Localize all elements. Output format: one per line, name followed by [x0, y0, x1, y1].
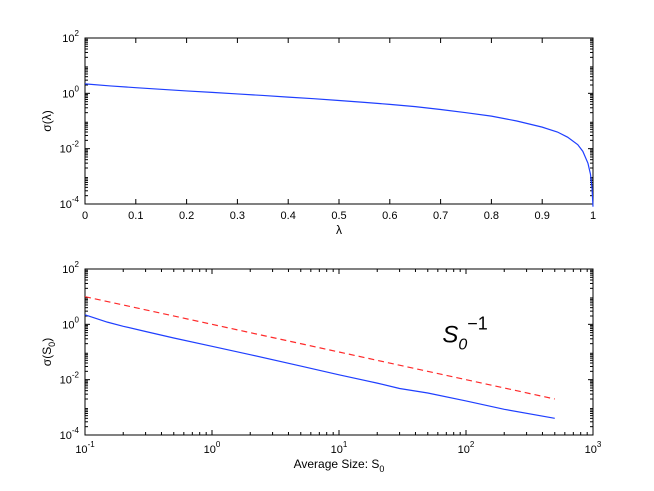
- x-tick-label: 101: [331, 440, 348, 456]
- y-axis-label: σ(S0): [40, 338, 57, 366]
- y-tick-label: 102: [62, 260, 79, 276]
- x-tick-label: 0.1: [128, 210, 143, 222]
- y-tick-label: 102: [62, 29, 79, 45]
- x-tick-label: 0: [82, 210, 88, 222]
- x-tick-label: 0.7: [433, 210, 448, 222]
- x-tick-label: 100: [204, 440, 221, 456]
- x-tick-label: 0.8: [484, 210, 499, 222]
- x-axis-label: Average Size: S0: [294, 457, 385, 474]
- y-axis-label: σ(λ): [40, 110, 54, 131]
- x-tick-label: 102: [458, 440, 475, 456]
- x-tick-label: 0.4: [281, 210, 296, 222]
- x-tick-label: 0.2: [179, 210, 194, 222]
- series-line-solid: [84, 314, 555, 419]
- bottom-plot: 10-1 100 101 102 103 10-4 10-2 100 102 Average Si…: [40, 260, 602, 474]
- x-tick-label: 10-1: [75, 440, 95, 456]
- series-line-solid: [84, 83, 594, 207]
- x-tick-label: 1: [590, 210, 596, 222]
- x-tick-label: 103: [585, 440, 602, 456]
- y-tick-label: 10-4: [60, 426, 80, 442]
- y-tick-label: 100: [62, 84, 79, 100]
- x-axis-label: λ: [336, 223, 342, 237]
- y-tick-label: 10-2: [60, 371, 80, 387]
- y-tick-label: 100: [62, 315, 79, 331]
- top-plot: 0 0.1 0.2 0.3 0.4 0.5 0.6 0.7 0.8 0.9 1 10-4 10-2 100…: [40, 29, 596, 237]
- x-tick-label: 0.9: [535, 210, 550, 222]
- y-tick-label: 10-4: [60, 195, 80, 211]
- x-tick-label: 0.3: [230, 210, 245, 222]
- series-line-dashed: [84, 296, 555, 400]
- x-tick-label: 0.5: [331, 210, 346, 222]
- annotation-label: S0−1: [442, 314, 487, 354]
- y-tick-label: 10-2: [60, 140, 80, 156]
- x-tick-label: 0.6: [382, 210, 397, 222]
